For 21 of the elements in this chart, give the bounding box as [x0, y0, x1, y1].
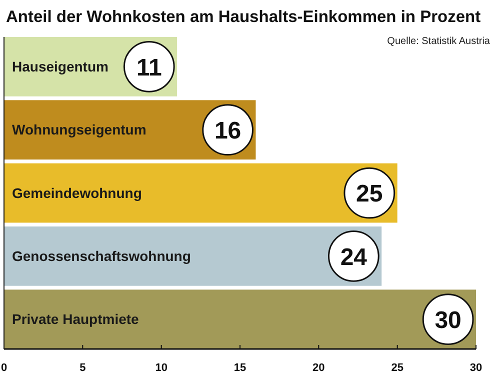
y-tick-label: Genossenschaftswohnung	[12, 248, 191, 264]
y-tick-label: Wohnungseigentum	[12, 122, 146, 138]
x-tick-label: 15	[234, 362, 246, 374]
x-tick-label: 30	[470, 362, 482, 374]
y-tick-label: Gemeindewohnung	[12, 184, 142, 201]
x-tick-label: 0	[0, 362, 8, 374]
data-label: 25	[356, 180, 383, 208]
data-label: 24	[340, 244, 368, 271]
x-tick-label: 20	[312, 362, 325, 374]
data-label: 30	[434, 306, 462, 334]
chart-title: Anteil der Wohnkosten am Haushalts-Einkommen in Prozent	[6, 8, 482, 26]
x-tick-label: 25	[391, 362, 404, 374]
y-tick-label: Private Hauptmiete	[12, 311, 140, 328]
bar	[4, 226, 382, 286]
annotation: Quelle: Statistik Austria	[387, 36, 490, 47]
x-tick-label: 10	[155, 362, 168, 374]
x-tick-label: 5	[80, 362, 86, 374]
data-label: 11	[136, 54, 162, 82]
bar	[4, 163, 398, 223]
data-label: 16	[214, 117, 242, 144]
y-tick-label: Hauseigentum	[12, 58, 108, 75]
